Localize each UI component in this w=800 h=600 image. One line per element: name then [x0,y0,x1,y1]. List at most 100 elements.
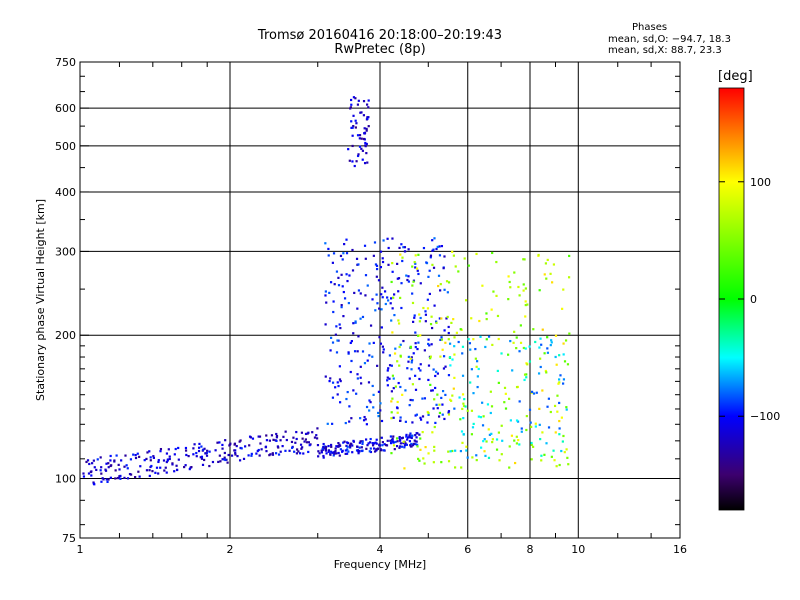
data-point [336,393,339,396]
data-point [422,246,426,250]
data-point [244,445,247,448]
data-point [211,460,215,464]
data-point [447,331,450,335]
data-point [379,342,383,345]
x-tick-label: 4 [377,543,384,556]
data-point [422,457,425,460]
data-point [184,449,188,452]
data-point [522,346,525,350]
data-point [365,142,368,146]
data-point [126,467,129,470]
data-point [361,315,365,319]
data-point [380,326,383,329]
data-point [518,294,521,297]
data-point [470,433,474,436]
data-point [431,263,434,266]
data-point [324,375,327,378]
data-point [104,469,108,472]
data-point [385,444,388,447]
data-point [185,453,188,457]
data-point [520,430,523,433]
data-point [525,373,528,376]
data-point [466,409,469,412]
data-point [159,447,163,451]
data-point [440,244,444,248]
data-point [425,261,428,264]
data-point [459,328,462,331]
data-point [100,466,103,469]
data-point [483,438,486,441]
data-point [390,400,393,403]
data-point [354,320,357,323]
data-point [203,458,206,462]
data-point [374,263,378,266]
data-point [333,451,336,454]
data-point [295,437,298,441]
grid-lines [80,62,680,538]
data-point [447,460,451,463]
data-point [350,359,353,363]
data-point [549,410,552,414]
data-point [430,326,434,330]
y-tick-label: 500 [55,140,76,153]
data-point [409,444,412,447]
data-point [223,456,226,459]
data-point [275,434,279,438]
data-point [365,405,369,409]
data-point [143,459,146,462]
data-point [124,454,127,457]
data-point [304,438,307,441]
data-point [224,458,227,462]
x-tick-label: 1 [77,543,84,556]
data-point [419,316,422,320]
data-point [307,431,310,434]
data-point [463,398,466,401]
data-point [404,420,407,423]
data-point [271,453,275,456]
data-point [332,310,335,314]
data-point [377,390,381,393]
data-point [148,469,151,472]
data-point [356,307,359,310]
data-point [409,398,412,402]
data-point [416,445,419,448]
data-point [324,294,327,297]
data-point [335,445,338,448]
data-point [175,464,178,467]
data-point [361,350,365,353]
data-point [304,432,308,436]
data-point [565,406,568,409]
data-point [364,418,367,421]
x-tick-label: 2 [227,543,234,556]
data-point [509,339,512,343]
data-point [349,446,352,449]
data-point [413,316,416,319]
phase-stats-o-mode: mean, sd,O: −94.7, 18.3 [608,34,731,45]
data-point [358,145,362,148]
data-point [440,461,443,464]
data-point [324,323,327,326]
data-point [234,453,237,456]
data-point [322,456,325,459]
data-point [224,439,227,442]
colorbar-tick-label: −100 [750,410,780,423]
data-point [129,458,133,461]
data-point [343,297,347,300]
data-point [414,345,417,349]
data-point [534,425,537,428]
data-point [363,132,366,135]
data-point [486,403,490,406]
data-point [358,134,362,137]
data-point [563,360,567,363]
data-point [553,404,557,408]
data-point [491,343,494,347]
data-point [390,452,393,455]
data-point [223,451,226,455]
data-point [362,114,366,117]
data-point [344,421,347,425]
data-point [337,284,341,287]
data-point [139,465,142,468]
data-point [318,452,321,455]
data-point [412,442,415,445]
data-point [399,354,402,357]
